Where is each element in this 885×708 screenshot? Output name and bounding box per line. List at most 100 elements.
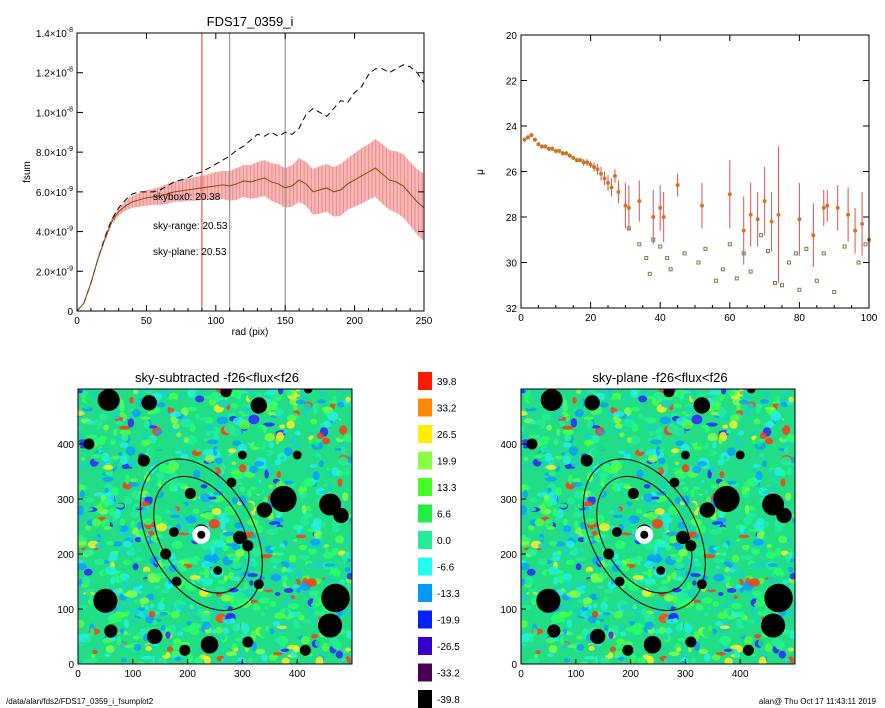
noise-blob (544, 452, 553, 462)
noise-blob (586, 518, 596, 526)
noise-blob (585, 588, 593, 594)
noise-blob (217, 399, 230, 408)
noise-blob (571, 481, 583, 487)
noise-blob (253, 488, 264, 495)
noise-blob (268, 484, 274, 489)
noise-blob (532, 481, 540, 488)
noise-blob (129, 396, 134, 404)
noise-blob (237, 609, 245, 616)
noise-blob (546, 424, 552, 431)
noise-blob (596, 653, 602, 663)
noise-blob (213, 433, 220, 441)
noise-blob (659, 480, 667, 490)
noise-blob (230, 470, 241, 476)
noise-blob (172, 541, 182, 546)
masked-source (137, 454, 150, 467)
noise-blob (572, 396, 577, 404)
noise-blob (185, 435, 197, 445)
noise-blob (675, 389, 685, 398)
noise-blob (78, 441, 81, 450)
noise-blob (136, 399, 141, 404)
noise-blob (533, 653, 539, 659)
noise-blob (587, 615, 598, 624)
noise-blob (529, 434, 541, 439)
noise-blob (598, 592, 605, 602)
noise-blob (767, 563, 779, 567)
masked-source (168, 527, 179, 537)
noise-blob (623, 418, 635, 428)
noise-blob (141, 439, 152, 446)
noise-blob (112, 541, 123, 547)
noise-blob (759, 432, 767, 440)
noise-blob (143, 518, 153, 526)
noise-blob (346, 630, 352, 640)
noise-blob (771, 637, 782, 647)
noise-blob (717, 612, 728, 619)
noise-blob (542, 413, 551, 421)
noise-blob (346, 573, 352, 580)
noise-blob (309, 538, 321, 546)
noise-blob (168, 564, 178, 572)
mu-sky-point (863, 242, 868, 247)
noise-blob (620, 394, 629, 400)
masked-source (663, 389, 675, 398)
noise-blob (548, 645, 558, 653)
noise-blob (318, 549, 324, 553)
noise-blob (115, 420, 123, 426)
footer-path: /data/alan/fds2/FDS17_0359_i_fsumplot2 (6, 697, 154, 706)
noise-blob (119, 429, 132, 435)
noise-blob (641, 587, 652, 597)
noise-blob (546, 464, 557, 470)
noise-blob (290, 435, 299, 445)
noise-blob (574, 490, 584, 499)
masked-source (693, 397, 711, 414)
noise-blob (723, 456, 728, 461)
noise-blob (557, 482, 563, 486)
noise-blob (611, 392, 622, 401)
noise-blob (711, 484, 717, 489)
noise-blob (85, 507, 94, 512)
noise-blob (753, 602, 762, 608)
noise-blob (730, 603, 742, 610)
noise-blob (548, 471, 556, 476)
noise-blob (733, 435, 742, 445)
noise-blob (321, 406, 333, 410)
noise-blob (764, 406, 776, 410)
noise-blob (121, 433, 129, 442)
noise-blob (593, 526, 599, 532)
sky-plane-panel: sky-plane -f26<flux<f26 0 100 200 300 400 0 10… (500, 370, 796, 680)
noise-blob (570, 458, 581, 468)
fsum-annotation: sky-plane: 20.53 (153, 247, 227, 258)
noise-blob (567, 474, 573, 485)
noise-blob (736, 403, 741, 412)
noise-blob (289, 611, 300, 618)
mu-point (853, 228, 858, 233)
mu-sky-point (703, 246, 708, 251)
noise-blob (648, 407, 656, 411)
noise-blob (748, 578, 760, 587)
noise-blob (167, 396, 172, 400)
noise-blob (154, 472, 166, 478)
noise-blob (595, 497, 603, 506)
noise-blob (232, 440, 242, 447)
noise-blob (585, 506, 591, 516)
noise-blob (169, 514, 181, 519)
colorbar-swatch (418, 451, 432, 470)
noise-blob (280, 594, 286, 601)
noise-blob (647, 454, 658, 463)
noise-blob (211, 508, 222, 515)
noise-blob (521, 534, 526, 541)
image-ytick-label: 400 (57, 440, 74, 451)
fsum-xtick-label: 0 (74, 316, 80, 327)
noise-blob (193, 469, 201, 479)
noise-blob (263, 422, 275, 427)
noise-blob (233, 647, 239, 652)
fsum-ytick-label: 0 (67, 307, 73, 318)
noise-blob (163, 447, 168, 457)
noise-blob (623, 485, 632, 489)
noise-blob (328, 637, 339, 647)
noise-blob (107, 613, 119, 624)
noise-blob (150, 488, 162, 497)
noise-blob (584, 439, 595, 446)
mu-point (560, 151, 565, 156)
